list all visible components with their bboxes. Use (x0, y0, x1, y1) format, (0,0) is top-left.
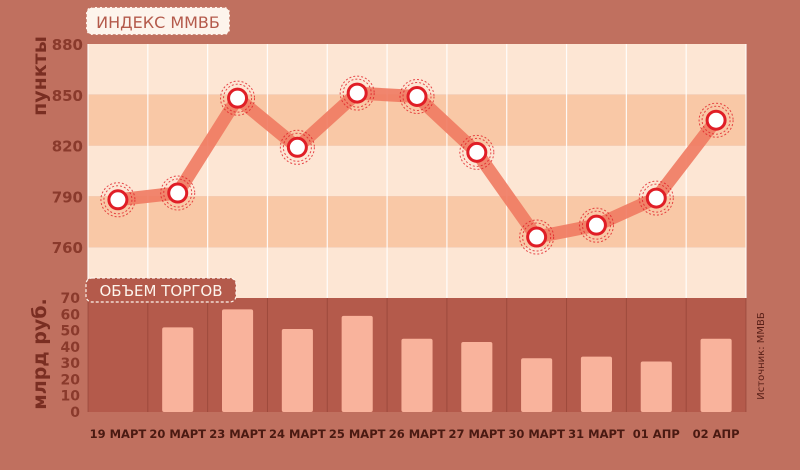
volume-bar (521, 358, 553, 412)
volume-y-tick: 50 (61, 324, 81, 340)
source-note: Источник: ММВБ (756, 312, 767, 400)
volume-y-tick: 10 (61, 389, 81, 405)
index-point (339, 75, 375, 111)
x-tick-label: 24 МАРТ (269, 427, 326, 441)
index-point (100, 182, 136, 218)
x-tick-label: 25 МАРТ (329, 427, 386, 441)
index-y-tick: 880 (52, 36, 83, 54)
index-markers (100, 75, 734, 255)
volume-bar (580, 356, 613, 412)
volume-bar (221, 309, 254, 412)
volume-y-tick: 0 (70, 405, 80, 421)
index-y-tick: 820 (52, 138, 83, 156)
volume-y-tick: 30 (61, 356, 81, 372)
volume-bar (640, 361, 672, 412)
index-point (698, 102, 734, 138)
volume-bar (281, 328, 313, 412)
volume-bar (700, 338, 732, 412)
volume-y-tick: 40 (61, 340, 81, 356)
volume-y-tick: 20 (61, 372, 81, 388)
index-y-ticks: 880 850 820 790 760 (52, 36, 83, 257)
x-tick-label: 02 АПР (693, 427, 740, 441)
index-y-tick: 760 (52, 239, 83, 257)
index-point (459, 134, 495, 170)
volume-y-tick: 60 (61, 307, 81, 323)
index-point (519, 219, 555, 255)
index-point (638, 180, 674, 216)
index-y-label: пункты (29, 36, 51, 116)
x-tick-label: 20 МАРТ (149, 427, 206, 441)
index-point (160, 175, 196, 211)
index-y-tick: 850 (52, 87, 83, 105)
index-point (220, 80, 256, 116)
x-tick-label: 26 МАРТ (389, 427, 446, 441)
volume-bar (461, 341, 493, 412)
volume-title: ОБЪЕМ ТОРГОВ (99, 282, 222, 300)
x-tick-label: 30 МАРТ (508, 427, 565, 441)
index-y-tick: 790 (52, 188, 83, 206)
x-tick-label: 01 АПР (633, 427, 680, 441)
volume-bars (162, 309, 732, 412)
volume-bar (401, 338, 433, 412)
index-point (578, 207, 614, 243)
x-tick-label: 31 МАРТ (568, 427, 625, 441)
volume-title-box: ОБЪЕМ ТОРГОВ (85, 277, 237, 303)
volume-y-tick: 70 (61, 291, 81, 307)
index-point (399, 78, 435, 114)
x-tick-label: 23 МАРТ (209, 427, 266, 441)
index-title-box: ИНДЕКС ММВБ (85, 6, 231, 36)
x-axis-labels: 19 МАРТ 20 МАРТ 23 МАРТ 24 МАРТ 25 МАРТ 26 МА… (90, 427, 740, 441)
index-bands (87, 44, 747, 298)
x-tick-label: 19 МАРТ (90, 427, 147, 441)
index-point (279, 129, 315, 165)
volume-bar (162, 327, 194, 412)
volume-y-label: млрд руб. (29, 298, 51, 409)
x-tick-label: 27 МАРТ (449, 427, 506, 441)
volume-bar (341, 315, 373, 412)
index-title: ИНДЕКС ММВБ (96, 13, 220, 32)
